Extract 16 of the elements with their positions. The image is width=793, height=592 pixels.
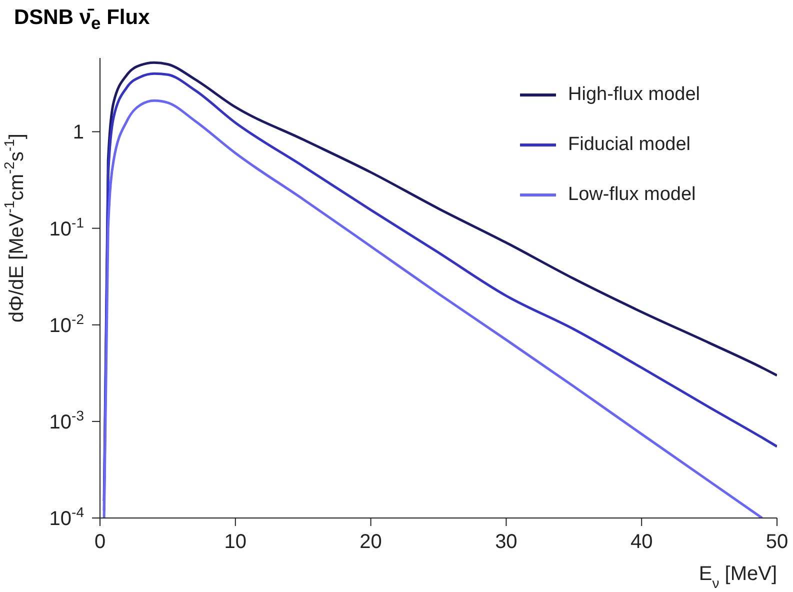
legend-label: High-flux model <box>568 84 700 106</box>
x-tick-label: 0 <box>94 531 106 553</box>
x-tick-label: 40 <box>630 531 653 553</box>
chart-title: DSNB ν̄$_{e}$ Flux <box>14 6 150 34</box>
x-tick-label: 10 <box>224 531 247 553</box>
x-tick-label: 50 <box>766 531 788 553</box>
x-axis-title: E$_{ν}$ [MeV] <box>698 563 777 591</box>
x-tick-label: 20 <box>360 531 382 553</box>
y-tick-label: 10$^{-4}$ <box>49 504 84 530</box>
x-tick-label: 30 <box>495 531 518 553</box>
legend-label: Fiducial model <box>568 134 690 156</box>
legend-label: Low-flux model <box>568 184 696 206</box>
y-tick-label: 1 <box>72 122 84 144</box>
y-tick-label: 10$^{-1}$ <box>49 214 84 240</box>
y-tick-label: 10$^{-3}$ <box>49 407 84 434</box>
y-tick-label: 10$^{-2}$ <box>49 310 84 337</box>
